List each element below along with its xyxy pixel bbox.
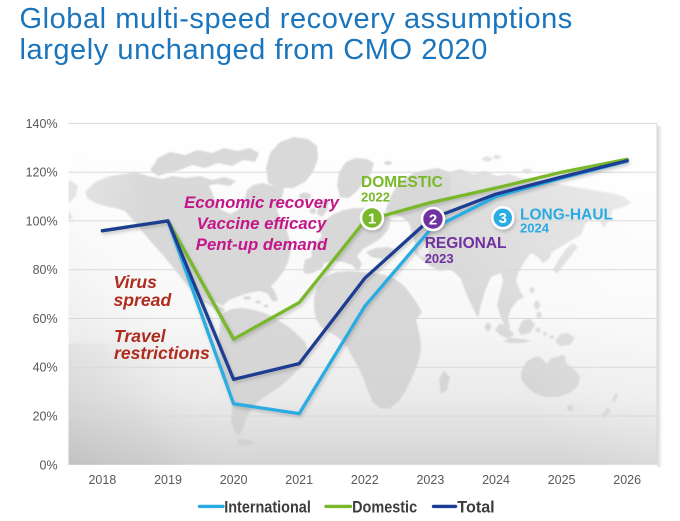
svg-text:Pent-up demand: Pent-up demand [196,235,328,254]
svg-text:Global multi-speed recovery as: Global multi-speed recovery assumptions [20,3,573,35]
svg-text:140%: 140% [26,117,58,131]
svg-text:restrictions: restrictions [114,343,210,363]
svg-text:International: International [224,498,311,516]
svg-text:largely unchanged from CMO 202: largely unchanged from CMO 2020 [20,34,488,66]
svg-text:Vaccine efficacy: Vaccine efficacy [197,214,328,233]
svg-text:REGIONAL: REGIONAL [425,235,507,252]
svg-text:2022: 2022 [361,190,390,205]
svg-text:LONG-HAUL: LONG-HAUL [520,207,613,224]
svg-text:80%: 80% [33,263,58,277]
svg-text:2019: 2019 [154,473,182,487]
svg-text:2023: 2023 [425,251,454,266]
svg-text:2022: 2022 [351,473,379,487]
svg-text:Domestic: Domestic [352,498,417,516]
svg-text:60%: 60% [33,312,58,326]
svg-text:2024: 2024 [482,473,510,487]
svg-text:2020: 2020 [220,473,248,487]
svg-text:1: 1 [368,210,376,227]
svg-text:2025: 2025 [548,473,576,487]
svg-text:2024: 2024 [520,221,550,236]
svg-text:2023: 2023 [416,473,444,487]
svg-text:Economic recovery: Economic recovery [184,193,341,212]
svg-text:Total: Total [457,497,494,516]
svg-text:2021: 2021 [285,473,313,487]
svg-text:40%: 40% [33,361,58,375]
svg-text:DOMESTIC: DOMESTIC [361,174,443,191]
svg-text:2026: 2026 [613,473,641,487]
svg-text:120%: 120% [26,166,58,180]
svg-text:Virus: Virus [114,272,158,292]
svg-text:3: 3 [499,210,507,227]
svg-text:spread: spread [114,290,173,310]
svg-text:20%: 20% [33,410,58,424]
svg-text:0%: 0% [40,458,58,472]
svg-text:2018: 2018 [88,473,116,487]
svg-text:2: 2 [429,211,437,228]
svg-text:Travel: Travel [114,326,167,346]
svg-text:100%: 100% [26,214,58,228]
